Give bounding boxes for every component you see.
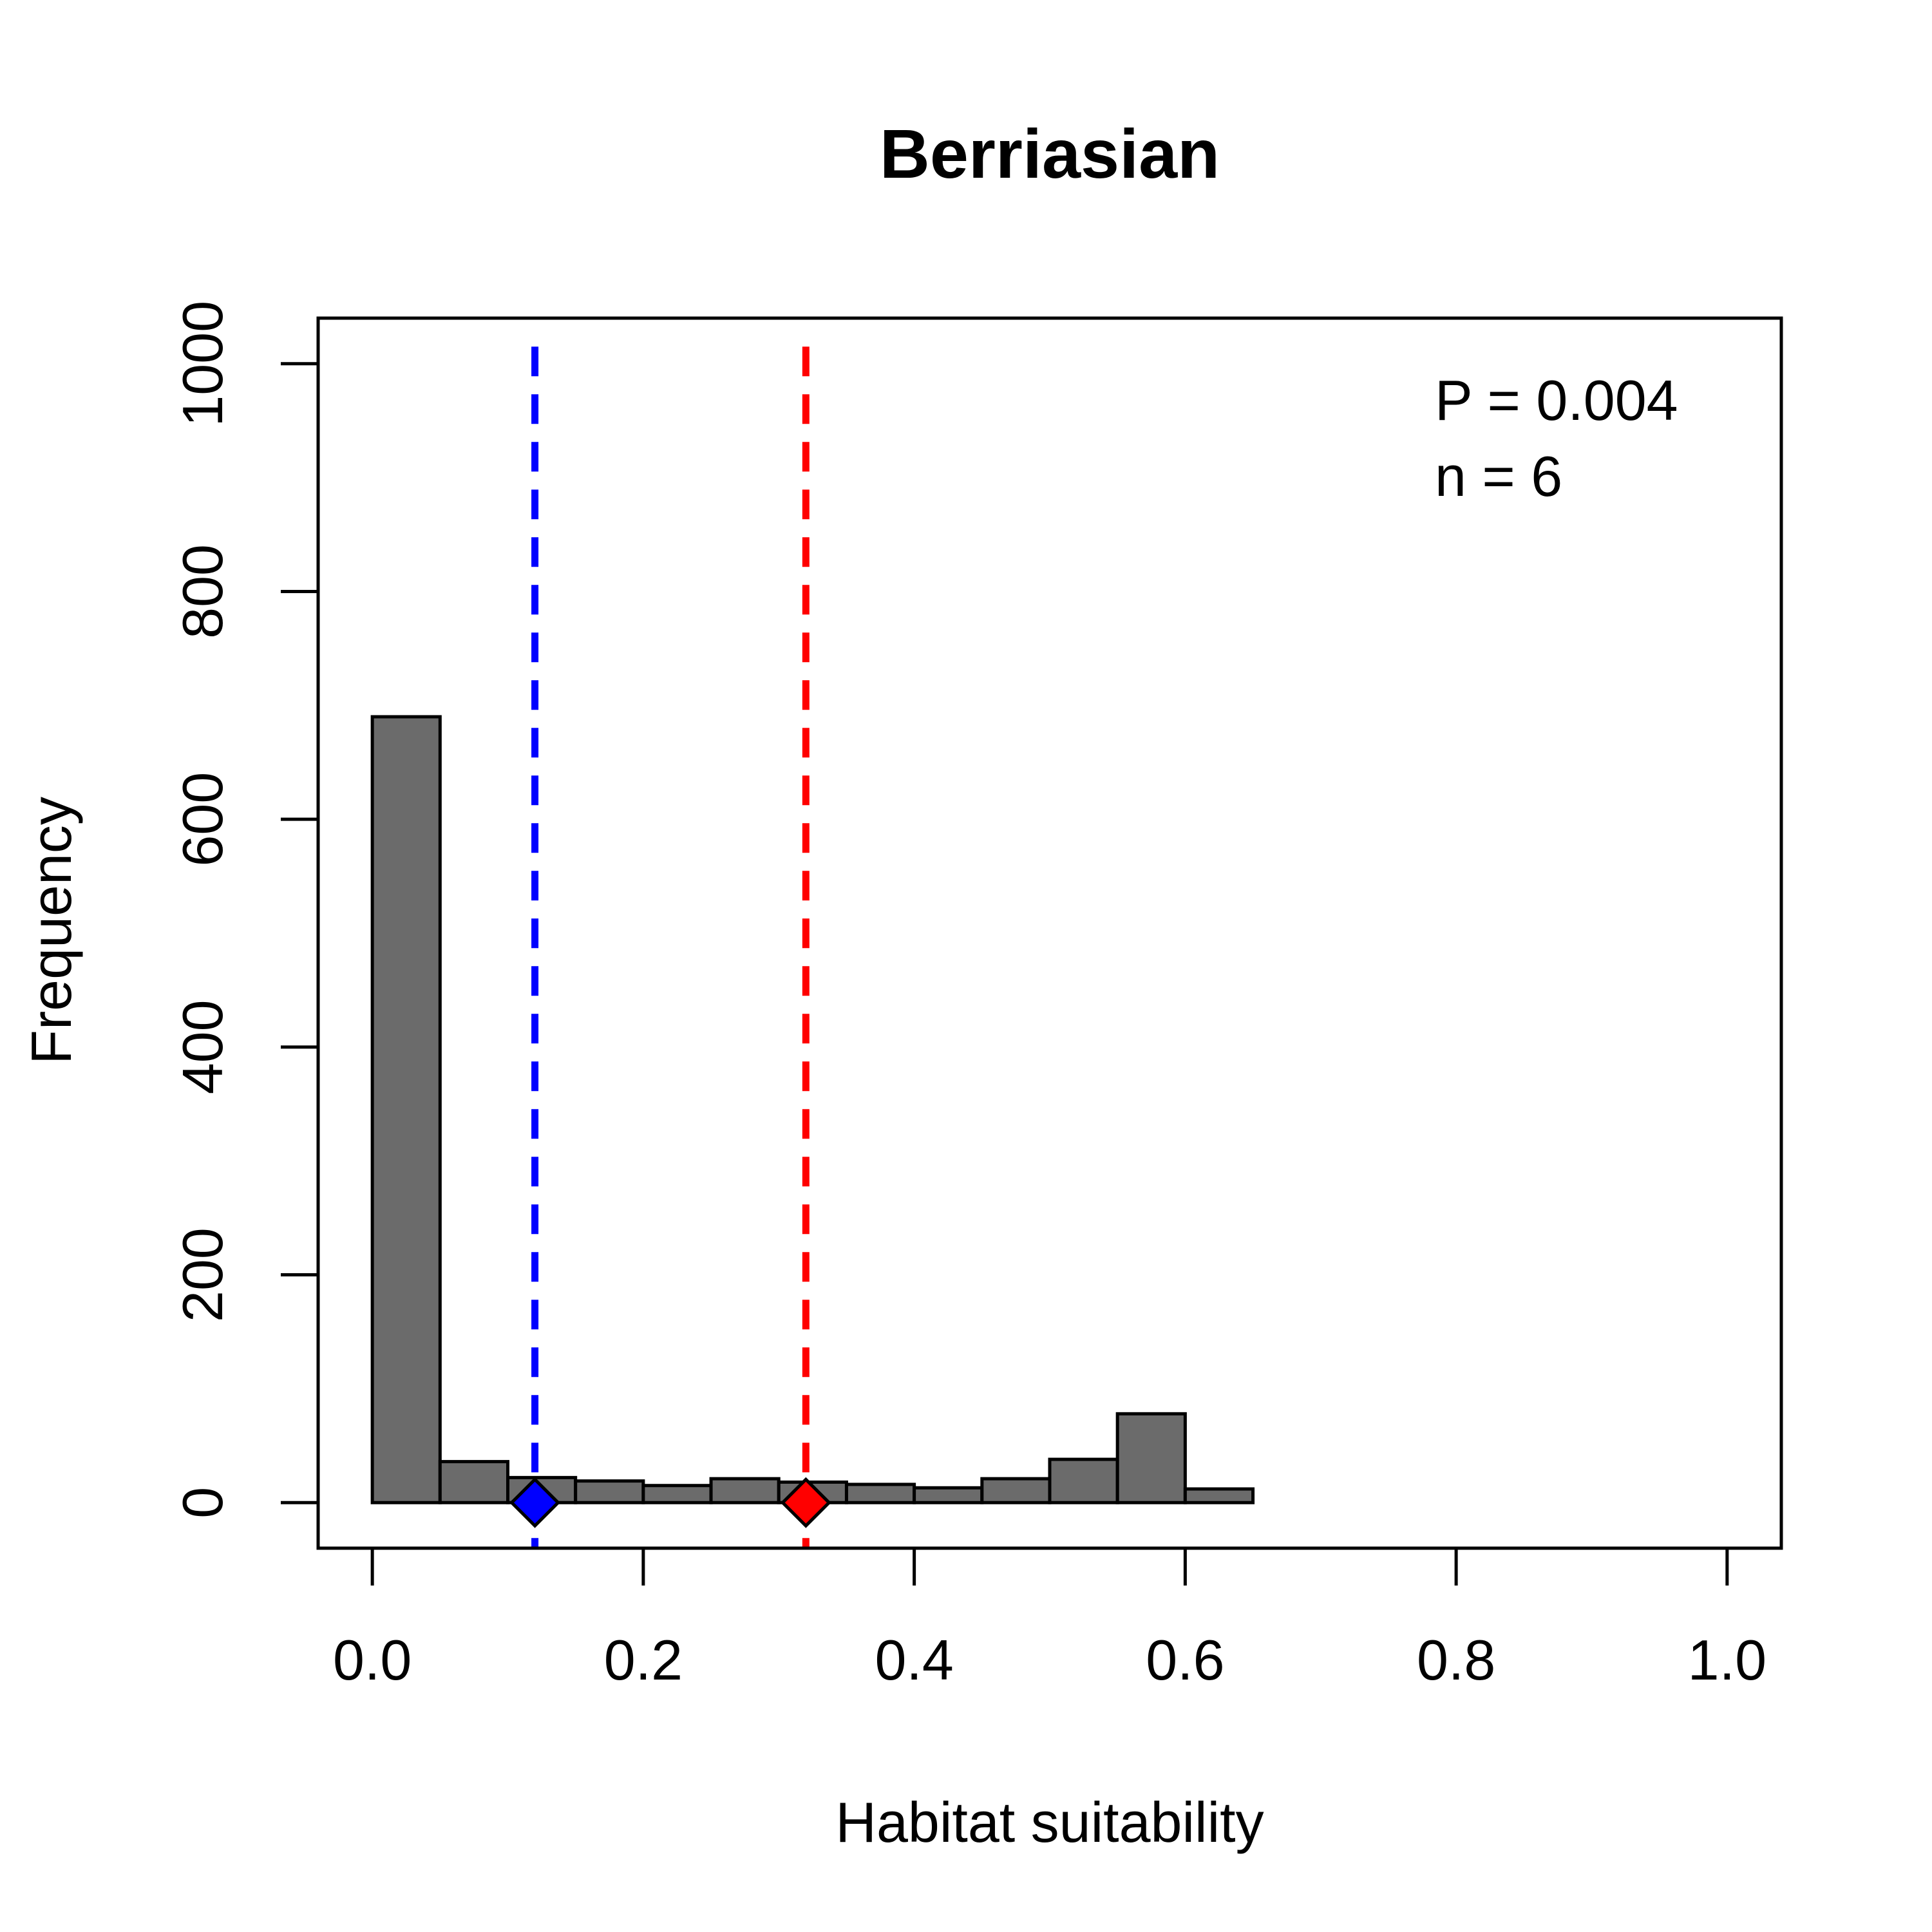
x-tick-label-1: 0.2 — [604, 1628, 683, 1692]
y-axis-label: Frequency — [19, 797, 83, 1065]
chart-title: Berriasian — [880, 115, 1220, 193]
x-tick-label-4: 0.8 — [1417, 1628, 1495, 1692]
histogram-bar-7 — [844, 1482, 916, 1504]
y-tick-label-5: 1000 — [171, 301, 234, 427]
histogram-bar-9 — [980, 1477, 1052, 1504]
x-tick-label-0: 0.0 — [333, 1628, 412, 1692]
x-axis-label: Habitat suitability — [835, 1790, 1264, 1854]
x-tick-label-5: 1.0 — [1688, 1628, 1766, 1692]
reference-marker-1 — [780, 1477, 831, 1528]
histogram-bar-8 — [913, 1486, 984, 1504]
y-tick-label-2: 400 — [171, 999, 234, 1094]
y-tick-label-4: 800 — [171, 544, 234, 639]
x-tick-label-3: 0.6 — [1146, 1628, 1224, 1692]
histogram-bar-0 — [370, 715, 442, 1504]
histogram-bar-10 — [1048, 1457, 1119, 1504]
y-tick-label-1: 200 — [171, 1227, 234, 1322]
reference-marker-0 — [509, 1477, 561, 1528]
histogram-bar-1 — [438, 1460, 510, 1504]
reference-lines-layer — [509, 346, 831, 1548]
bars-layer — [370, 715, 1255, 1504]
p-value-annotation: P = 0.004 — [1435, 368, 1678, 432]
x-tick-label-2: 0.4 — [875, 1628, 953, 1692]
plot-frame — [316, 316, 1783, 1550]
histogram-bar-3 — [574, 1479, 645, 1504]
histogram-bar-12 — [1183, 1487, 1255, 1504]
histogram-bar-11 — [1115, 1412, 1187, 1504]
y-tick-label-3: 600 — [171, 772, 234, 867]
y-tick-label-0: 0 — [171, 1487, 234, 1519]
n-annotation: n = 6 — [1435, 444, 1562, 508]
histogram-bar-5 — [709, 1477, 781, 1504]
histogram-bar-4 — [641, 1484, 713, 1504]
